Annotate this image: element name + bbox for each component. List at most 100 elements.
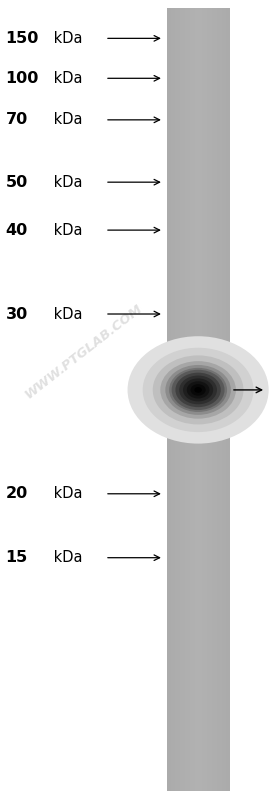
Bar [207,8,208,791]
Bar [183,8,184,791]
Ellipse shape [165,365,231,415]
Bar [206,8,207,791]
Bar [194,8,195,791]
Bar [185,8,186,791]
Bar [211,8,212,791]
Text: kDa: kDa [49,175,83,189]
Bar [201,8,202,791]
Bar [188,8,189,791]
Text: 150: 150 [6,31,39,46]
Bar [197,8,198,791]
Bar [208,8,209,791]
Bar [229,8,230,791]
Ellipse shape [143,348,254,432]
Bar [215,8,216,791]
Bar [176,8,177,791]
Bar [200,8,202,791]
Bar [225,8,226,791]
Bar [207,8,209,791]
Text: kDa: kDa [49,551,83,565]
Bar [227,8,228,791]
Bar [205,8,206,791]
Bar [204,8,206,791]
Ellipse shape [179,376,217,404]
Bar [180,8,181,791]
Bar [226,8,227,791]
Bar [197,8,198,791]
Bar [181,8,183,791]
Bar [199,8,200,791]
Bar [171,8,172,791]
Bar [193,8,194,791]
Ellipse shape [175,372,221,407]
Text: kDa: kDa [49,113,83,127]
Bar [211,8,213,791]
Bar [182,8,183,791]
Bar [219,8,220,791]
Ellipse shape [187,381,209,399]
Ellipse shape [127,336,269,443]
Bar [222,8,223,791]
Bar [185,8,186,791]
Bar [174,8,175,791]
Text: 70: 70 [6,113,28,127]
Text: 20: 20 [6,487,28,501]
Bar [210,8,211,791]
Text: kDa: kDa [49,487,83,501]
Text: kDa: kDa [49,71,83,85]
Bar [198,8,199,791]
Bar [209,8,210,791]
Bar [191,8,192,791]
Bar [178,8,179,791]
Bar [224,8,225,791]
Bar [170,8,171,791]
Bar [181,8,182,791]
Bar [190,8,191,791]
Bar [167,8,230,791]
Bar [223,8,224,791]
Bar [192,8,193,791]
Bar [186,8,187,791]
Bar [218,8,219,791]
Bar [168,8,169,791]
Text: 15: 15 [6,551,28,565]
Bar [200,8,201,791]
Bar [219,8,220,791]
Bar [214,8,215,791]
Bar [227,8,228,791]
Ellipse shape [169,368,227,412]
Bar [213,8,214,791]
Bar [173,8,174,791]
Ellipse shape [153,356,243,424]
Bar [172,8,173,791]
Bar [177,8,178,791]
Bar [175,8,176,791]
Ellipse shape [160,361,236,419]
Bar [212,8,213,791]
Bar [193,8,194,791]
Text: kDa: kDa [49,31,83,46]
Bar [204,8,205,791]
Text: kDa: kDa [49,307,83,321]
Bar [179,8,180,791]
Bar [196,8,197,791]
Bar [215,8,216,791]
Text: 30: 30 [6,307,28,321]
Bar [217,8,218,791]
Ellipse shape [183,379,213,401]
Bar [195,8,196,791]
Bar [171,8,172,791]
Bar [216,8,217,791]
Ellipse shape [172,370,225,410]
Bar [167,8,169,791]
Bar [220,8,221,791]
Bar [189,8,190,791]
Text: 100: 100 [6,71,39,85]
Ellipse shape [194,387,202,393]
Bar [221,8,222,791]
Text: 50: 50 [6,175,28,189]
Bar [203,8,204,791]
Ellipse shape [190,384,206,396]
Bar [184,8,185,791]
Text: WWW.PTGLAB.COM: WWW.PTGLAB.COM [23,302,145,401]
